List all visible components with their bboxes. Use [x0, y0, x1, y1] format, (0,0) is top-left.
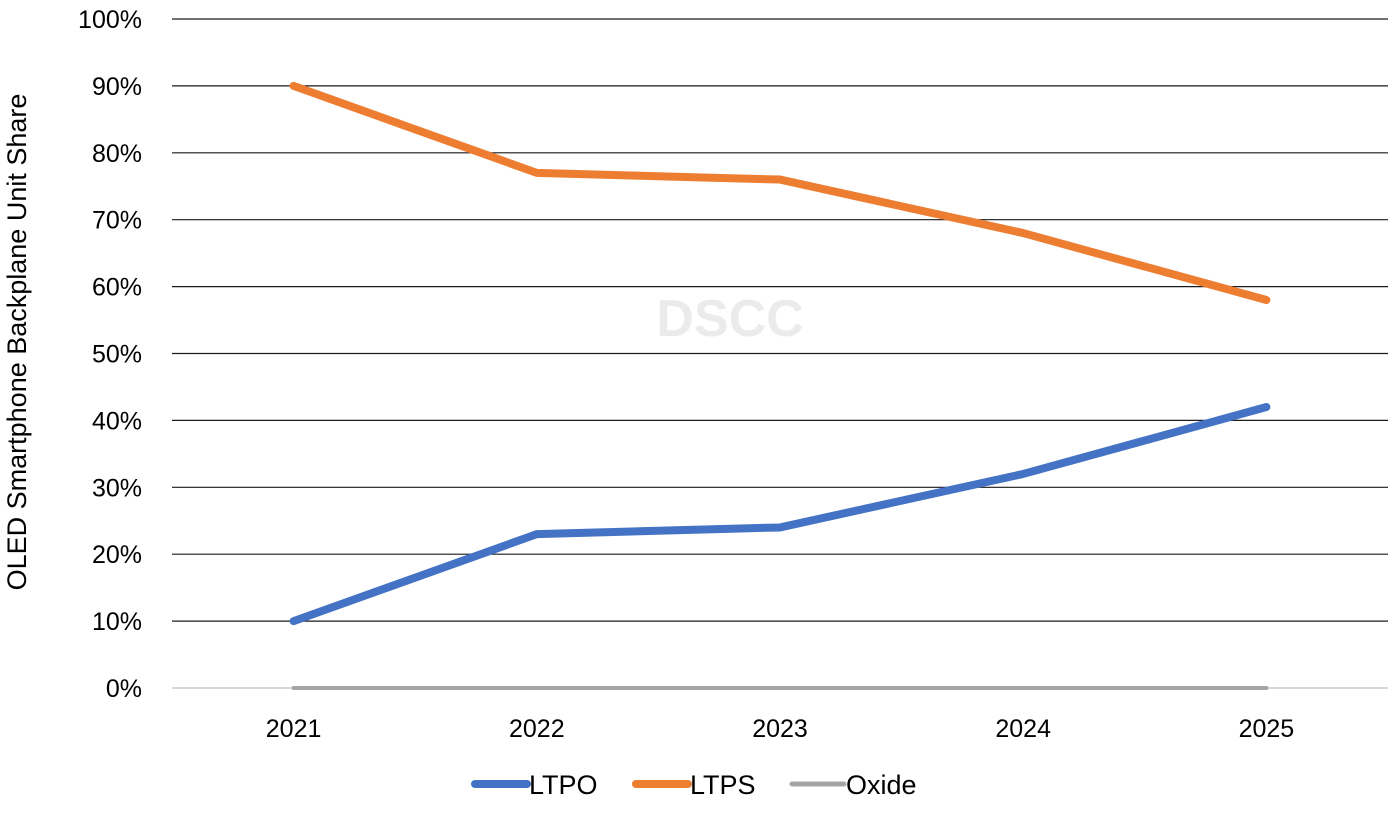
y-tick-label: 40%	[92, 407, 142, 435]
y-tick-label: 10%	[92, 608, 142, 636]
series-ltpo	[294, 407, 1267, 621]
legend-label: LTPS	[690, 770, 756, 800]
y-tick-label: 60%	[92, 274, 142, 302]
x-tick-label: 2022	[509, 715, 565, 743]
x-tick-label: 2021	[266, 715, 322, 743]
x-axis-ticks: 2021 2022 2023 2024 2025	[266, 715, 1294, 743]
legend: LTPO LTPS Oxide	[475, 770, 917, 800]
legend-item-oxide: Oxide	[792, 770, 917, 800]
gridlines	[172, 19, 1388, 688]
legend-label: LTPO	[529, 770, 598, 800]
y-tick-label: 90%	[92, 73, 142, 101]
y-tick-label: 80%	[92, 140, 142, 168]
legend-item-ltpo: LTPO	[475, 770, 598, 800]
y-axis-title: OLED Smartphone Backplane Unit Share	[2, 94, 32, 591]
legend-item-ltps: LTPS	[636, 770, 756, 800]
x-tick-label: 2025	[1239, 715, 1295, 743]
y-tick-label: 70%	[92, 207, 142, 235]
series-line-ltpo	[294, 407, 1267, 621]
series-lines	[294, 86, 1267, 688]
y-tick-label: 20%	[92, 541, 142, 569]
y-axis-ticks: 0% 10% 20% 30% 40% 50% 60% 70% 80% 90% 100%	[78, 6, 142, 703]
y-tick-label: 30%	[92, 474, 142, 502]
legend-label: Oxide	[846, 770, 917, 800]
watermark-text: DSCC	[656, 290, 803, 348]
series-ltps	[294, 86, 1267, 300]
y-tick-label: 0%	[106, 675, 142, 703]
y-tick-label: 50%	[92, 341, 142, 369]
y-tick-label: 100%	[78, 6, 142, 34]
x-tick-label: 2023	[752, 715, 808, 743]
x-tick-label: 2024	[995, 715, 1051, 743]
series-line-ltps	[294, 86, 1267, 300]
